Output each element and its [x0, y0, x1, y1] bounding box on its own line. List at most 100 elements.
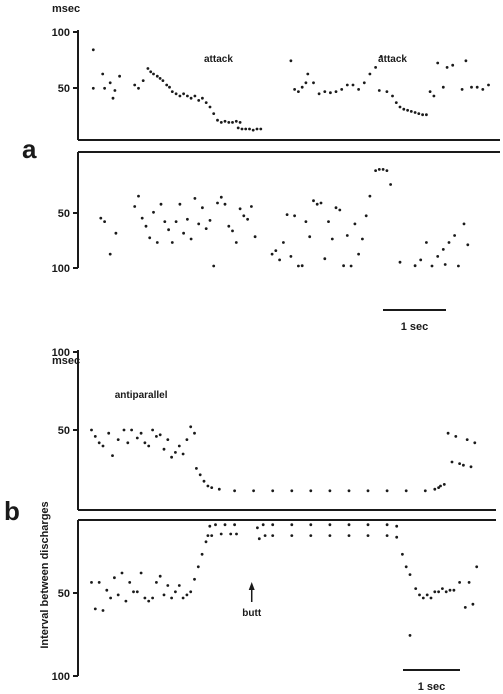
data-point [395, 535, 399, 539]
data-point [248, 127, 251, 131]
data-point [103, 86, 106, 90]
data-point [139, 571, 143, 575]
data-point [200, 552, 204, 556]
data-point [210, 534, 214, 537]
data-point [443, 263, 447, 266]
data-point [315, 202, 319, 206]
data-point [366, 489, 370, 493]
annotation-label: butt [242, 608, 262, 619]
data-point [271, 489, 275, 493]
data-point [334, 206, 338, 210]
data-point [201, 206, 204, 210]
data-point [105, 588, 109, 592]
data-point [91, 86, 95, 90]
data-point [116, 438, 120, 441]
data-point [212, 264, 216, 268]
data-point [473, 441, 477, 445]
data-point [328, 523, 332, 527]
data-point [293, 88, 296, 91]
data-point [107, 431, 111, 435]
data-point [394, 101, 398, 104]
data-point [162, 447, 166, 451]
data-point [446, 431, 450, 435]
data-point [196, 565, 200, 569]
data-point [366, 534, 370, 537]
data-point [108, 252, 112, 256]
data-point [349, 264, 353, 268]
data-point [357, 88, 360, 91]
data-point [436, 61, 440, 65]
data-point [174, 590, 177, 594]
data-point [391, 94, 394, 98]
data-point [437, 590, 440, 594]
data-point [197, 99, 201, 102]
data-point [238, 121, 242, 124]
data-point [250, 205, 253, 208]
data-point [231, 229, 234, 233]
data-point [137, 86, 140, 90]
data-point [439, 484, 442, 488]
data-point [155, 581, 158, 584]
data-point [167, 228, 171, 232]
data-point [208, 219, 212, 222]
data-point [342, 264, 345, 268]
data-point [202, 479, 206, 483]
data-point [317, 92, 321, 96]
data-point [111, 454, 114, 457]
data-point [206, 484, 210, 488]
data-point [368, 72, 372, 76]
data-point [374, 66, 377, 69]
data-point [447, 241, 451, 244]
data-point [425, 241, 428, 244]
data-point [178, 202, 182, 206]
data-point [193, 431, 196, 435]
data-point [470, 85, 473, 89]
data-point [300, 264, 304, 268]
data-point [210, 486, 214, 489]
y-tick-label: 100 [52, 347, 70, 359]
data-point [458, 581, 461, 584]
data-point [158, 433, 162, 437]
data-point [99, 216, 103, 220]
data-point [198, 473, 202, 477]
data-point [223, 202, 227, 206]
data-point [319, 201, 323, 205]
data-point [143, 441, 147, 445]
data-point [91, 48, 95, 52]
data-point [236, 126, 240, 130]
data-point [450, 460, 454, 464]
data-point [252, 489, 256, 493]
data-point [93, 607, 97, 611]
data-point [216, 201, 219, 205]
data-point [402, 107, 406, 111]
data-point [147, 444, 151, 448]
data-point [398, 260, 402, 264]
data-point [174, 92, 178, 96]
data-point [97, 441, 101, 445]
data-point [366, 523, 370, 527]
panel-b-top-plot: 100 50 msec antiparallel [52, 347, 496, 511]
data-point [133, 205, 137, 208]
data-point [90, 581, 93, 584]
data-point [195, 467, 198, 470]
y-tick-label: 50 [58, 425, 70, 437]
data-point [347, 534, 351, 537]
data-point [251, 128, 255, 132]
data-point [323, 257, 327, 261]
data-point [312, 81, 315, 85]
data-point [130, 428, 134, 432]
data-point [338, 208, 342, 212]
data-point [428, 90, 432, 93]
data-point [481, 88, 485, 91]
data-point [417, 112, 421, 115]
data-point [148, 236, 152, 240]
data-point [274, 249, 278, 253]
data-point [253, 235, 257, 239]
data-point [137, 194, 140, 198]
data-point [334, 90, 338, 93]
data-point [368, 194, 372, 198]
data-point [216, 118, 219, 122]
data-point [186, 217, 189, 221]
data-point [108, 81, 112, 85]
data-point [385, 90, 389, 93]
